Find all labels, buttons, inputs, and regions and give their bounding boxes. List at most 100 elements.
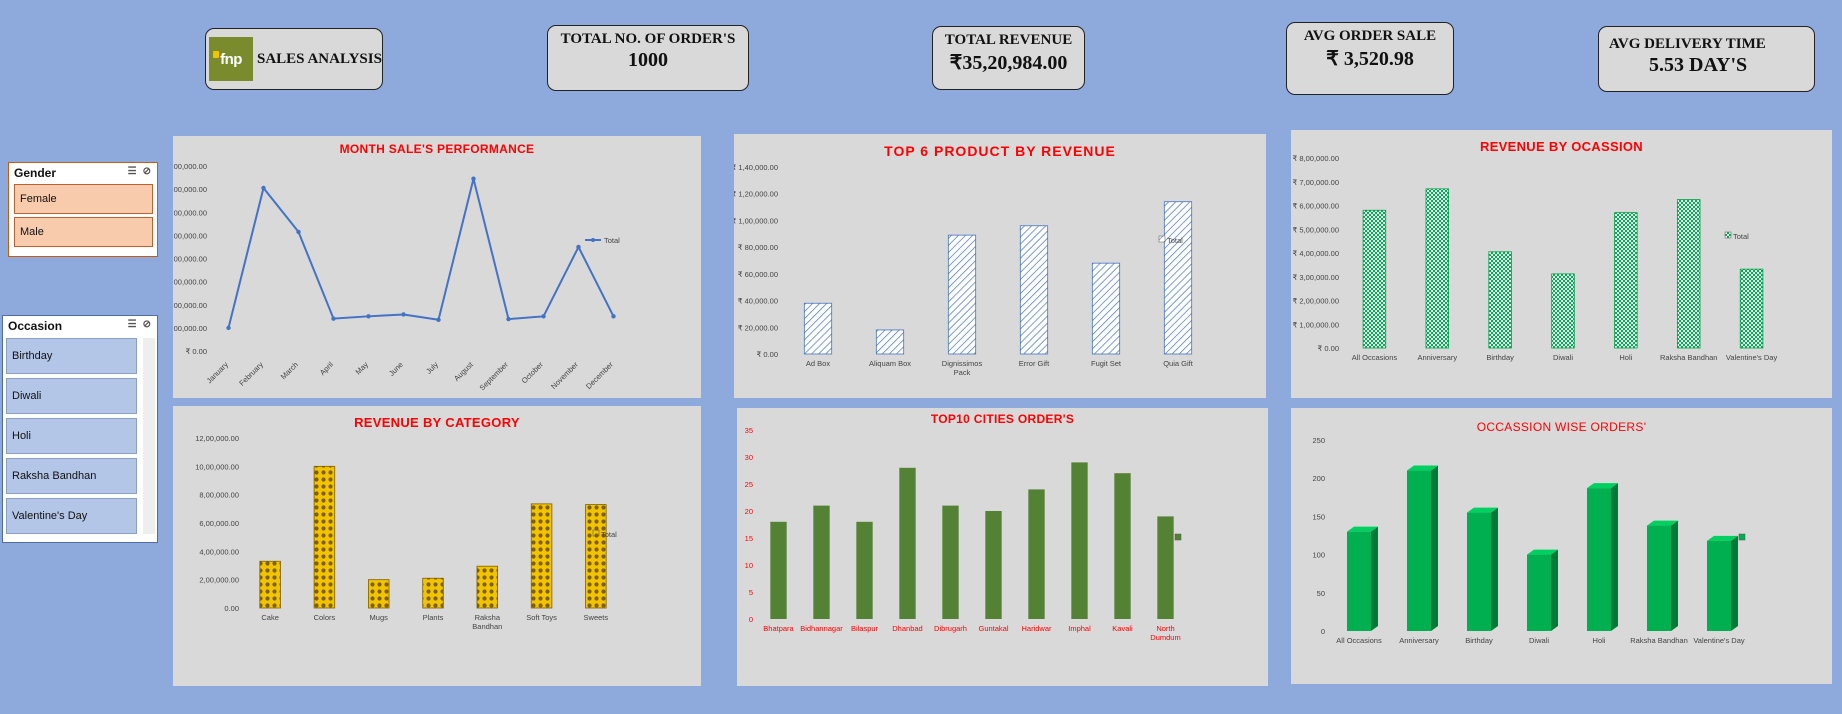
logo-brand: fnp — [220, 50, 242, 68]
data-point — [226, 325, 231, 331]
revenue-by-category-chart: REVENUE BY CATEGORY 0.00 2,00,000.00 4,00,0… — [173, 406, 701, 686]
kpi-label: TOTAL REVENUE — [944, 32, 1073, 48]
data-point — [401, 312, 406, 317]
x-tick-label: Colors — [314, 613, 336, 622]
x-tick-label: Plants — [423, 613, 444, 622]
bar — [875, 329, 905, 355]
x-tick-label: Valentine's Day — [1693, 636, 1745, 645]
occasion-orders-chart: OCCASSION WISE ORDERS' 0 50 100 150 200 250 All… — [1291, 408, 1832, 684]
x-tick-label: Quia Gift — [1163, 359, 1194, 368]
chart-svg: REVENUE BY OCASSION ₹ 0.00 ₹ 1,00,000.00 ₹ … — [1293, 139, 1778, 362]
x-tick-label: Ad Box — [806, 359, 830, 368]
slicer-title: Occasion — [8, 318, 63, 333]
y-tick-label: ₹ 4,00,000.00 — [1293, 249, 1339, 258]
multi-select-icon[interactable]: ☰ — [127, 319, 137, 330]
chart-svg: MONTH SALE'S PERFORMANCE ₹ 0.00 ₹ 1,00,000… — [173, 142, 620, 392]
bar — [1028, 489, 1045, 619]
legend-label: Total — [604, 236, 620, 245]
bar — [942, 505, 959, 619]
slicer-title: Gender — [14, 165, 57, 180]
y-tick-label: ₹ 20,000.00 — [738, 323, 778, 332]
chart-title: REVENUE BY CATEGORY — [354, 415, 520, 430]
slicer-item-birthday[interactable]: Birthday — [6, 338, 137, 374]
kpi-avg-delivery-time: AVG DELIVERY TIME 5.53 DAY'S — [1598, 26, 1815, 92]
y-tick-label: ₹ 1,00,000.00 — [734, 216, 778, 225]
chart-title: TOP10 CITIES ORDER'S — [931, 412, 1074, 426]
revenue-by-occasion-chart: REVENUE BY OCASSION ₹ 0.00 ₹ 1,00,000.00 ₹ … — [1291, 130, 1832, 398]
y-tick-label: ₹ 40,000.00 — [738, 297, 778, 306]
y-tick-label: 250 — [1312, 436, 1325, 445]
x-tick-label: Soft Toys — [526, 613, 557, 622]
chart-title: TOP 6 PRODUCT BY REVENUE — [884, 143, 1116, 159]
slicer-scrollbar[interactable] — [143, 338, 155, 534]
legend-marker — [591, 238, 595, 242]
y-tick-label: ₹ 5,00,000.00 — [173, 231, 207, 240]
y-tick-label: 4,00,000.00 — [199, 547, 239, 556]
bar — [476, 565, 499, 609]
bar — [1425, 188, 1450, 349]
y-tick-label: ₹ 8,00,000.00 — [1293, 154, 1339, 163]
legend-label: Total — [601, 530, 617, 539]
slicer-header: Gender ☰ ⊘ — [9, 163, 157, 182]
bar — [899, 467, 916, 619]
slicer-item-raksha-bandhan[interactable]: Raksha Bandhan — [6, 458, 137, 494]
data-point — [436, 317, 441, 322]
legend-swatch — [1158, 235, 1166, 243]
x-tick-label: Raksha — [475, 613, 501, 622]
fnp-logo: fnp — [209, 37, 253, 81]
y-tick-label: 5 — [749, 588, 753, 597]
bar — [803, 302, 833, 355]
bar — [985, 511, 1002, 619]
dashboard-title: SALES ANALYSIS — [257, 50, 382, 67]
slicer-item-female[interactable]: Female — [14, 184, 153, 214]
x-tick-label: Diwali — [1529, 636, 1549, 645]
month-sales-chart: MONTH SALE'S PERFORMANCE ₹ 0.00 ₹ 1,00,000… — [173, 136, 701, 398]
y-tick-label: ₹ 6,00,000.00 — [1293, 202, 1339, 211]
kpi-value: ₹35,20,984.00 — [949, 52, 1068, 74]
y-tick-label: ₹ 1,40,000.00 — [734, 163, 778, 172]
bar — [856, 521, 873, 619]
y-tick-label: ₹ 3,00,000.00 — [1293, 273, 1339, 282]
clear-filter-icon[interactable]: ⊘ — [142, 166, 151, 177]
data-point — [471, 176, 476, 181]
multi-select-icon[interactable]: ☰ — [127, 166, 137, 177]
bar — [1347, 531, 1371, 631]
bar — [1647, 525, 1671, 631]
bar — [1527, 554, 1551, 631]
x-tick-label: Guntakal — [978, 624, 1008, 633]
y-tick-label: ₹ 1,00,000.00 — [1293, 320, 1339, 329]
x-tick-label: Dhanbad — [892, 624, 922, 633]
bar — [1614, 212, 1638, 349]
kpi-value: 5.53 DAY'S — [1649, 54, 1748, 76]
clear-filter-icon[interactable]: ⊘ — [142, 319, 151, 330]
slicer-item-valentines-day[interactable]: Valentine's Day — [6, 498, 137, 534]
slicer-item-male[interactable]: Male — [14, 217, 153, 247]
bar — [813, 505, 830, 619]
slicer-item-holi[interactable]: Holi — [6, 418, 137, 454]
x-tick-label: February — [237, 360, 265, 388]
legend-swatch — [1738, 533, 1746, 541]
bar-side — [1491, 507, 1498, 631]
x-tick-label: Dumdum — [1150, 633, 1180, 642]
y-tick-label: 10 — [745, 561, 753, 570]
bar — [1157, 516, 1174, 619]
x-tick-label: Sweets — [584, 613, 609, 622]
x-tick-label: Dibrugarh — [934, 624, 967, 633]
kpi-total-orders: TOTAL NO. OF ORDER'S 1000 — [547, 25, 749, 91]
y-tick-label: 100 — [1312, 551, 1325, 560]
bar — [1114, 473, 1131, 619]
y-tick-label: 200 — [1312, 474, 1325, 483]
kpi-label: AVG DELIVERY TIME — [1609, 36, 1766, 52]
bar — [947, 234, 977, 355]
bar — [770, 521, 787, 619]
bar — [259, 560, 281, 609]
y-tick-label: ₹ 2,00,000.00 — [173, 301, 207, 310]
bar — [1467, 512, 1491, 631]
y-tick-label: ₹ 0.00 — [186, 347, 207, 356]
bar — [530, 503, 553, 609]
bar — [1587, 488, 1611, 631]
kpi-value: ₹ 3,520.98 — [1326, 48, 1414, 70]
slicer-item-diwali[interactable]: Diwali — [6, 378, 137, 414]
data-point — [366, 314, 371, 319]
bar — [1091, 262, 1121, 355]
